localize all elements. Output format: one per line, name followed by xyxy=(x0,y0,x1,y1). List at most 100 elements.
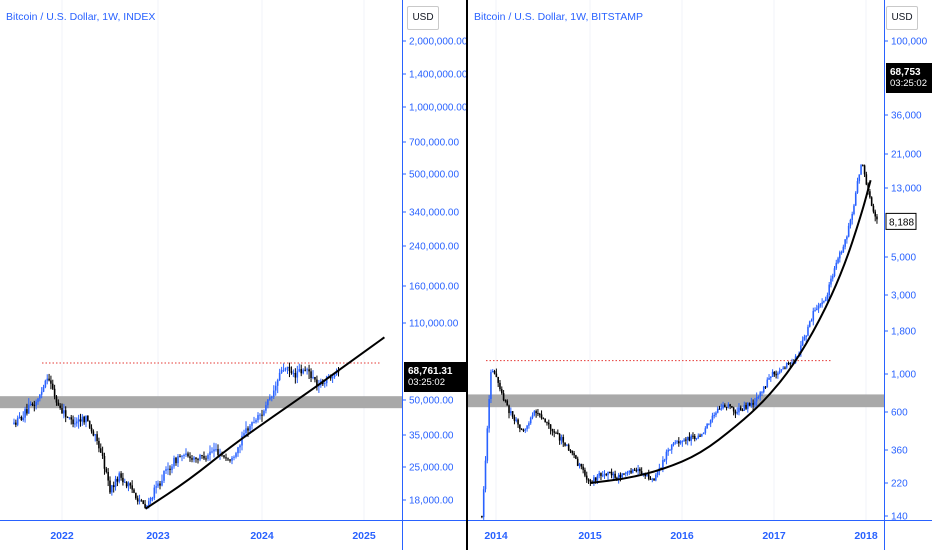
x-tick-label: 2017 xyxy=(762,530,786,542)
candle-body xyxy=(628,470,631,473)
candle-body xyxy=(138,500,141,502)
candle-body xyxy=(94,434,97,436)
candle-body xyxy=(752,403,754,405)
candle-body xyxy=(167,468,169,470)
candle-body xyxy=(217,449,219,455)
x-tick-label: 2023 xyxy=(146,530,170,542)
candle-body xyxy=(672,443,675,446)
bar-countdown-label: 03:25:02 xyxy=(890,78,927,89)
candle-body xyxy=(114,478,117,488)
candle-body xyxy=(140,500,143,502)
candle-body xyxy=(122,477,124,483)
candle-body xyxy=(247,428,249,431)
candle-body xyxy=(702,432,705,434)
candle-body xyxy=(835,262,838,269)
candle-body xyxy=(508,405,510,414)
candle-body xyxy=(50,380,52,384)
y-tick-label: 36,000 xyxy=(891,111,922,122)
candle-body xyxy=(676,441,678,443)
candle-body xyxy=(607,471,609,476)
candle-body xyxy=(511,411,514,417)
candle-body xyxy=(272,390,275,397)
y-tick-label: 21,000 xyxy=(891,150,922,161)
right-trend-curve xyxy=(589,179,872,484)
candle-body xyxy=(847,225,850,237)
candle-body xyxy=(699,435,701,437)
candle-body xyxy=(147,501,150,506)
candle-body xyxy=(22,417,25,420)
candle-body xyxy=(107,471,109,481)
candle-body xyxy=(520,428,523,431)
candle-body xyxy=(598,473,600,476)
candle-body xyxy=(826,295,829,300)
candle-body xyxy=(524,429,527,431)
candle-body xyxy=(860,165,862,175)
candle-body xyxy=(271,396,273,398)
candle-body xyxy=(800,345,802,353)
candle-body xyxy=(549,424,552,429)
candle-body xyxy=(142,500,145,504)
left-chart-title: Bitcoin / U.S. Dollar, 1W, INDEX xyxy=(6,11,156,23)
candle-body xyxy=(732,407,735,412)
candle-body xyxy=(302,369,304,374)
y-tick-label: 5,000 xyxy=(891,253,916,264)
candle-body xyxy=(846,236,848,240)
candle-body xyxy=(601,475,604,477)
candle-body xyxy=(824,299,827,302)
candle-body xyxy=(787,363,790,365)
candle-body xyxy=(874,211,876,217)
y-tick-label: 220 xyxy=(891,479,908,490)
left-labels: 2,000,000.00 1,400,000.00 1,000,000.00 700,… xyxy=(50,37,468,543)
candle-body xyxy=(294,373,297,378)
candle-body xyxy=(337,371,340,373)
candle-body xyxy=(690,435,692,441)
candle-body xyxy=(594,477,597,481)
candle-body xyxy=(610,471,613,476)
left-trend-curve xyxy=(144,336,386,510)
candle-body xyxy=(98,440,100,449)
candle-body xyxy=(13,422,15,425)
candle-body xyxy=(729,404,731,407)
candle-body xyxy=(522,430,525,432)
candle-body xyxy=(331,377,334,379)
candle-body xyxy=(261,414,263,416)
candle-body xyxy=(127,483,130,487)
candle-body xyxy=(157,483,159,487)
candle-body xyxy=(693,436,696,439)
candle-body xyxy=(133,489,135,493)
candle-body xyxy=(300,369,303,374)
candle-body xyxy=(623,473,625,475)
candle-body xyxy=(99,448,102,453)
candle-body xyxy=(640,471,643,475)
candle-body xyxy=(308,369,310,372)
candle-body xyxy=(718,408,721,410)
candle-body xyxy=(231,457,233,461)
candle-body xyxy=(764,386,767,388)
candle-body xyxy=(191,458,193,460)
candle-body xyxy=(197,459,199,461)
candle-body xyxy=(111,485,113,493)
candle-body xyxy=(31,403,34,405)
candle-body xyxy=(708,423,710,425)
y-tick-label: 35,000.00 xyxy=(409,431,454,442)
candle-body xyxy=(587,479,590,481)
candle-body xyxy=(290,371,293,374)
candle-body xyxy=(48,378,50,381)
candle-body xyxy=(225,457,227,459)
candle-body xyxy=(253,422,255,424)
candle-body xyxy=(686,436,689,441)
candle-body xyxy=(195,457,197,460)
candle-body xyxy=(759,392,761,397)
candle-body xyxy=(754,401,756,405)
left-currency-button[interactable]: USD xyxy=(407,6,439,30)
candle-body xyxy=(171,466,173,471)
candle-body xyxy=(515,419,518,421)
last-price-label: 68,761.31 xyxy=(408,366,453,377)
candle-body xyxy=(42,387,45,392)
candle-body xyxy=(603,474,606,476)
candle-body xyxy=(55,396,58,403)
right-currency-button[interactable]: USD xyxy=(886,6,918,30)
candle-body xyxy=(745,404,747,409)
candle-body xyxy=(715,412,717,416)
price-marker-label: 8,188 xyxy=(889,217,914,228)
